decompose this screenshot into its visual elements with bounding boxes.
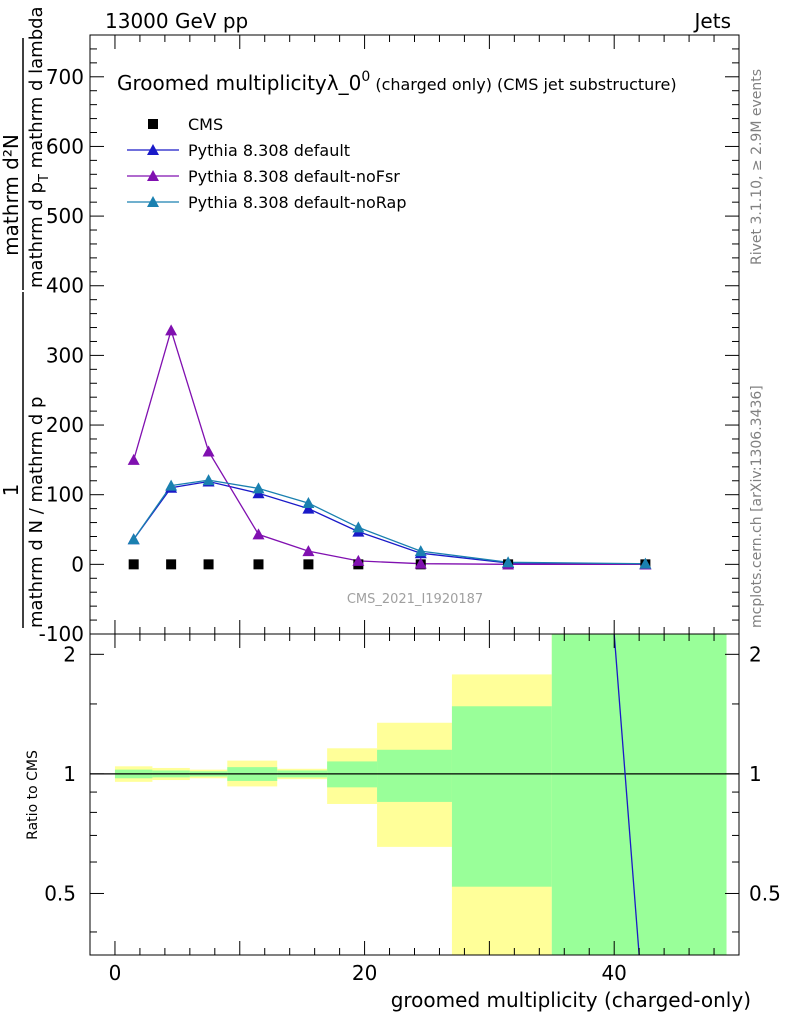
series-3-marker (127, 533, 140, 545)
series-3-marker (352, 521, 365, 533)
ratio-y-tick-label-right: 2 (749, 642, 762, 666)
main-ylabel-second-denominator: mathrm d pT mathrm d lambda (26, 6, 52, 288)
legend-marker (147, 196, 159, 207)
ratio-default-line (613, 633, 640, 956)
main-ylabel-numerator-one: 1 (0, 484, 23, 497)
main-y-tick-label: 700 (46, 65, 84, 89)
main-y-tick-label: 200 (46, 413, 84, 437)
series-1-marker (302, 502, 315, 514)
series-2-marker (302, 545, 315, 557)
main-y-tick-label: 100 (46, 483, 84, 507)
legend: CMS Pythia 8.308 default Pythia 8.308 defa… (127, 115, 406, 212)
cms-data-point (166, 559, 177, 570)
ratio-y-tick-label: 1 (63, 762, 76, 786)
ratio-panel: 0.5 0.51 12 20 20 40 (44, 633, 781, 985)
main-title: Groomed multiplicityλ_00 (charged only) … (117, 69, 677, 95)
main-y-tick-label: 600 (46, 134, 84, 158)
main-y-tick-label: 300 (46, 343, 84, 367)
legend-entry-label: Pythia 8.308 default-noFsr (188, 167, 400, 186)
main-ylabel-second-numerator: mathrm d²N (0, 134, 23, 256)
cms-data-point (203, 559, 214, 570)
series-2-marker (352, 554, 365, 566)
ratio-inner-band (451, 706, 552, 887)
legend-marker (147, 144, 159, 155)
ratio-y-tick-label: 2 (63, 642, 76, 666)
main-title-tail: (charged only) (CMS jet substructure) (370, 75, 676, 94)
cms-data-point (128, 559, 139, 570)
series-2-marker (414, 557, 427, 569)
ratio-y-tick-label: 0.5 (44, 881, 76, 905)
ratio-inner-band (551, 634, 727, 955)
mcplots-reference-label: mcplots.cern.ch [arXiv:1306.3436] (749, 385, 765, 628)
series-2-marker (252, 528, 265, 540)
legend-marker (147, 170, 159, 181)
cms-data-point (303, 559, 314, 570)
series-3-marker (302, 497, 315, 509)
header-category-label: Jets (693, 9, 731, 33)
series-2-marker (202, 445, 215, 457)
legend-entry-label: CMS (188, 115, 223, 134)
series-3-marker (202, 474, 215, 486)
series-3-marker (165, 479, 178, 491)
legend-cms-marker (148, 119, 158, 129)
x-tick-label: 40 (601, 961, 626, 985)
main-ylabel-subscript: T (37, 174, 52, 183)
x-axis-label: groomed multiplicity (charged-only) (391, 988, 751, 1012)
cms-data-point (253, 559, 264, 570)
main-y-tick-label: 400 (46, 274, 84, 298)
header-energy-label: 13000 GeV pp (105, 9, 248, 33)
main-ylabel-second-denominator-text: mathrm d p (26, 182, 47, 288)
series-2-marker (165, 324, 178, 336)
ratio-data-layer (90, 633, 739, 956)
main-title-superscript: 0 (361, 69, 370, 85)
main-ylabel-denominator: mathrm d N / mathrm d p (26, 397, 47, 628)
ratio-inner-band (377, 749, 452, 802)
ratio-ylabel: Ratio to CMS (25, 750, 41, 840)
x-tick-label: 20 (352, 961, 377, 985)
ratio-y-tick-label-right: 0.5 (749, 881, 781, 905)
watermark-label: CMS_2021_I1920187 (347, 592, 483, 607)
ratio-y-tick-label-right: 1 (749, 762, 762, 786)
series-2-marker (127, 453, 140, 465)
series-3-marker (502, 556, 515, 568)
main-ylabel: 1 mathrm d N / mathrm d p mathrm d²N mat… (0, 6, 52, 628)
series-3-marker (252, 482, 265, 494)
main-y-tick-label: 500 (46, 204, 84, 228)
legend-entry-label: Pythia 8.308 default (188, 141, 350, 160)
ratio-axes: 0.5 0.51 12 20 20 40 (44, 633, 781, 985)
series-3-marker (639, 557, 652, 569)
main-y-tick-label: -100 (39, 622, 84, 646)
x-tick-label: 0 (109, 961, 122, 985)
main-data-layer (127, 324, 652, 570)
main-y-tick-label: 0 (71, 552, 84, 576)
legend-entry-label: Pythia 8.308 default-noRap (188, 193, 406, 212)
series-3-marker (414, 545, 427, 557)
main-title-text: Groomed multiplicityλ_0 (117, 71, 361, 95)
main-ylabel-denominator-text: mathrm d N / mathrm d p (26, 397, 47, 628)
rivet-version-label: Rivet 3.1.10, ≥ 2.9M events (749, 69, 765, 265)
main-ylabel-tail: mathrm d lambda (26, 6, 47, 174)
